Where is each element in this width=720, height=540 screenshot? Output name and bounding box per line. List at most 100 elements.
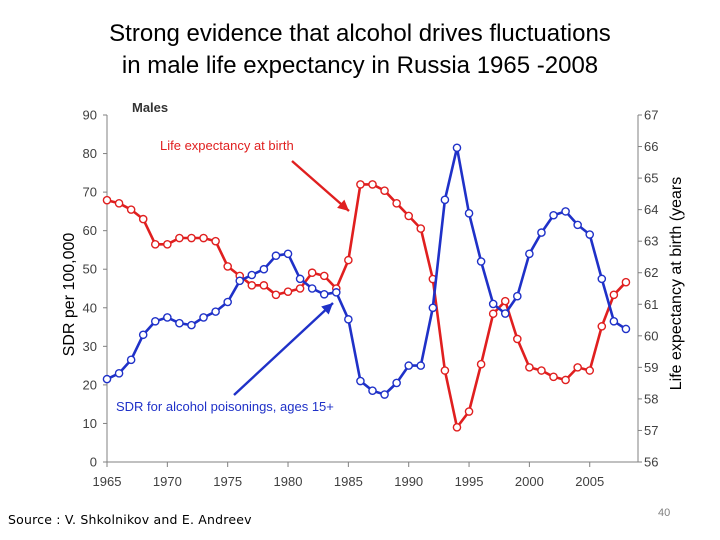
alcohol-poisoning-point: [585, 230, 595, 239]
life-expectancy-point: [585, 366, 595, 375]
alcohol-poisoning-point: [452, 143, 462, 153]
life-expectancy-point: [464, 407, 474, 416]
alcohol-poisoning-point: [259, 264, 269, 274]
left-tick-label: 30: [83, 339, 97, 354]
life-expectancy-point: [513, 334, 522, 344]
alcohol-poisoning-annotation: SDR for alcohol poisonings, ages 15+: [116, 399, 334, 414]
slide-title: Strong evidence that alcohol drives fluc…: [0, 18, 720, 82]
x-tick-label: 1995: [455, 474, 484, 489]
life-expectancy-point: [452, 422, 462, 432]
life-expectancy-point: [368, 180, 377, 189]
life-expectancy-point: [621, 277, 631, 287]
alcohol-poisoning-point: [392, 378, 401, 388]
life-expectancy-point: [150, 240, 160, 249]
alcohol-poisoning-point: [187, 320, 196, 330]
life-expectancy-point: [500, 296, 510, 306]
alcohol-poisoning-point: [283, 249, 293, 259]
alcohol-poisoning-point: [488, 299, 498, 309]
page-number: 40: [658, 507, 671, 519]
right-tick-label: 64: [644, 202, 658, 217]
life-expectancy-point: [537, 366, 546, 375]
slide-title-line-1: Strong evidence that alcohol drives fluc…: [109, 20, 611, 47]
x-tick-label: 2000: [515, 474, 544, 489]
life-expectancy-point: [561, 375, 570, 385]
life-expectancy-point: [295, 284, 305, 293]
alcohol-poisoning-point: [235, 276, 245, 286]
right-tick-label: 56: [644, 455, 658, 470]
alcohol-poisoning-point: [102, 374, 112, 384]
slide-title-line-2: in male life expectancy in Russia 1965 -…: [121, 52, 599, 79]
life-expectancy-point: [488, 309, 498, 319]
life-expectancy-point: [307, 268, 317, 278]
life-expectancy-point: [126, 205, 136, 214]
life-expectancy-point: [549, 372, 558, 382]
alcohol-poisoning-point: [464, 209, 474, 218]
alcohol-poisoning-point: [319, 289, 329, 299]
right-tick-label: 65: [644, 171, 658, 186]
alcohol-poisoning-point: [573, 220, 582, 230]
x-tick-label: 1980: [274, 474, 303, 489]
alcohol-poisoning-point: [175, 318, 184, 328]
life-expectancy-point: [356, 180, 365, 189]
panel-label: Males: [132, 100, 168, 115]
right-tick-label: 58: [644, 391, 658, 406]
right-tick-label: 60: [644, 328, 658, 343]
alcohol-poisoning-point: [331, 288, 341, 297]
alcohol-poisoning-point: [138, 330, 148, 340]
alcohol-poisoning-point: [356, 376, 365, 386]
left-tick-label: 50: [83, 262, 97, 277]
alcohol-poisoning-arrow-shaft: [233, 302, 334, 396]
left-tick-label: 0: [90, 455, 97, 470]
life-expectancy-point: [440, 366, 450, 375]
alcohol-poisoning-point: [295, 274, 305, 284]
life-expectancy-point: [525, 363, 534, 372]
alcohol-poisoning-point: [500, 309, 510, 318]
life-expectancy-point: [163, 240, 172, 249]
life-expectancy-point: [416, 224, 426, 233]
left-tick-label: 40: [83, 300, 97, 315]
alcohol-poisoning-arrow: [233, 302, 334, 396]
alcohol-poisoning-point: [247, 270, 257, 280]
alcohol-poisoning-point: [416, 361, 426, 370]
left-tick-label: 80: [83, 146, 97, 161]
life-expectancy-point: [114, 199, 124, 208]
right-axis-title: Life expectancy at birth (years: [668, 177, 685, 390]
right-tick-label: 57: [644, 423, 658, 438]
alcohol-poisoning-point: [211, 307, 220, 316]
life-expectancy-point: [259, 281, 269, 290]
chart-axes: [103, 114, 642, 467]
life-expectancy-arrow-head: [337, 199, 349, 211]
left-tick-label: 60: [83, 223, 97, 238]
alcohol-poisoning-arrow-head: [321, 303, 333, 315]
alcohol-poisoning-point: [380, 390, 389, 399]
life-expectancy-point: [223, 262, 232, 271]
life-expectancy-point: [380, 186, 389, 196]
life-expectancy-point: [187, 233, 196, 243]
left-tick-label: 70: [83, 185, 97, 200]
alcohol-poisoning-point: [271, 251, 281, 261]
life-expectancy-point: [319, 271, 329, 281]
alcohol-poisoning-point: [440, 195, 450, 205]
alcohol-poisoning-point: [525, 249, 534, 259]
life-expectancy-point: [247, 281, 257, 290]
alcohol-poisoning-point: [199, 313, 208, 322]
left-axis-title: SDR per 100,000: [61, 233, 78, 357]
alcohol-poisoning-point: [163, 313, 172, 322]
life-expectancy-point: [392, 199, 401, 208]
chart-annotations: Life expectancy at birth SDR for alcohol …: [116, 138, 350, 414]
alcohol-poisoning-point: [597, 274, 607, 284]
right-tick-label: 66: [644, 139, 658, 154]
alcohol-poisoning-point: [223, 297, 232, 307]
alcohol-poisoning-point: [549, 210, 558, 220]
alcohol-poisoning-point: [621, 324, 631, 334]
right-tick-label: 61: [644, 297, 658, 312]
life-expectancy-point: [344, 255, 353, 265]
alcohol-poisoning-point: [513, 291, 522, 301]
right-tick-label: 63: [644, 234, 658, 249]
life-expectancy-arrow-shaft: [291, 160, 350, 212]
alcohol-poisoning-point: [476, 257, 486, 266]
alcohol-poisoning-point: [344, 315, 353, 324]
chart-tick-labels: 0 10 20 30 40 50 60 70 80 90 56 57 58 59 60 61 62 63 64 65 6…: [61, 100, 685, 489]
life-expectancy-annotation: Life expectancy at birth: [160, 138, 294, 153]
